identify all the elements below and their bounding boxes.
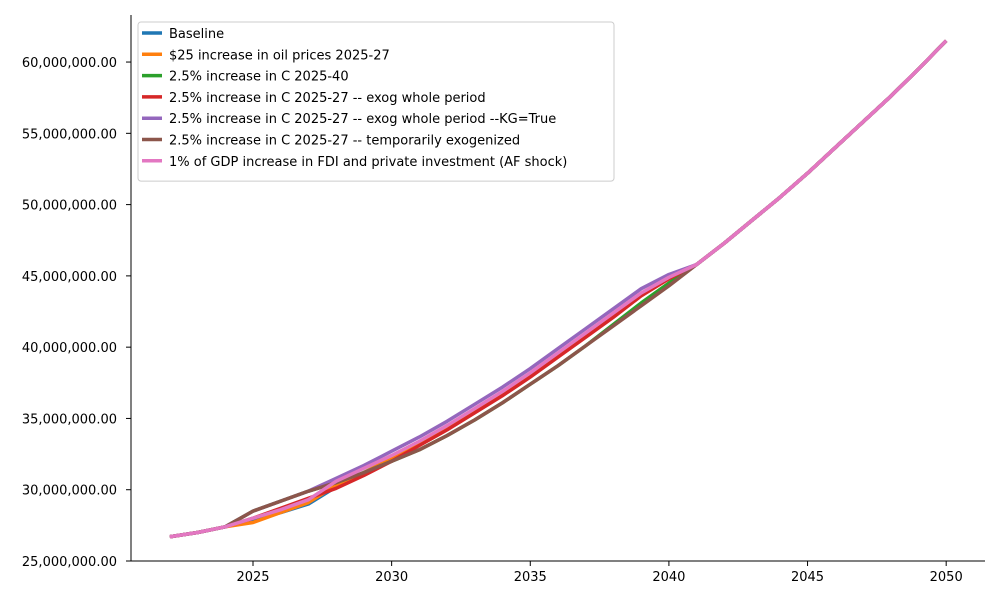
x-tick-label: 2035	[514, 570, 547, 585]
x-tick-label: 2025	[236, 570, 269, 585]
y-tick-label: 50,000,000.00	[22, 199, 117, 214]
x-tick-label: 2045	[791, 570, 824, 585]
legend-label-3: 2.5% increase in C 2025-27 -- exog whole…	[169, 91, 486, 106]
legend-label-4: 2.5% increase in C 2025-27 -- exog whole…	[169, 112, 556, 127]
axes-layer: 2025 2030 2035 2040 2045 2050 25,000,000.00 30,…	[22, 15, 985, 585]
x-tick-label: 2050	[930, 570, 963, 585]
legend: Baseline $25 increase in oil prices 2025-…	[137, 21, 615, 182]
legend-label-2: 2.5% increase in C 2025-40	[169, 70, 349, 85]
legend-box	[137, 21, 615, 182]
y-tick-label: 25,000,000.00	[22, 555, 117, 570]
y-tick-label: 35,000,000.00	[22, 412, 117, 427]
series-layer	[169, 39, 948, 539]
y-tick-label: 45,000,000.00	[22, 270, 117, 285]
x-tick-label: 2030	[375, 570, 408, 585]
series-line-6	[169, 39, 948, 539]
y-tick-label: 60,000,000.00	[22, 56, 117, 71]
legend-label-0: Baseline	[169, 27, 224, 42]
y-tick-label: 40,000,000.00	[22, 341, 117, 356]
legend-label-1: $25 increase in oil prices 2025-27	[169, 48, 390, 63]
legend-label-5: 2.5% increase in C 2025-27 -- temporaril…	[169, 134, 520, 149]
y-tick-label: 30,000,000.00	[22, 484, 117, 499]
y-tick-label: 55,000,000.00	[22, 127, 117, 142]
legend-label-6: 1% of GDP increase in FDI and private in…	[169, 155, 567, 170]
x-tick-label: 2040	[652, 570, 685, 585]
